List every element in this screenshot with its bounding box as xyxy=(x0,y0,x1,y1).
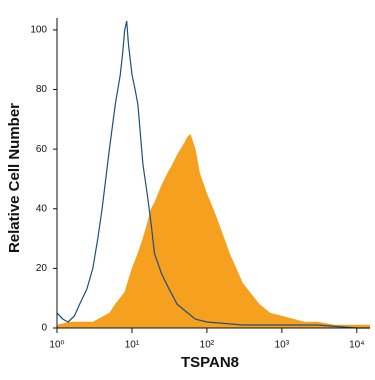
x-axis-title: TSPAN8 xyxy=(181,354,239,371)
y-axis-title: Relative Cell Number xyxy=(6,103,23,253)
x-tick-label: 10² xyxy=(200,340,215,351)
y-tick-label: 40 xyxy=(36,203,48,214)
y-tick-label: 80 xyxy=(36,84,48,95)
x-tick-label: 10⁰ xyxy=(49,340,64,351)
y-tick-label: 20 xyxy=(36,263,48,274)
area xyxy=(56,133,371,329)
x-tick-label: 10³ xyxy=(275,340,290,351)
x-tick-label: 10¹ xyxy=(125,340,140,351)
line xyxy=(56,20,370,329)
x-tick-label: 10⁴ xyxy=(349,340,364,351)
y-tick-label: 0 xyxy=(41,323,47,334)
y-tick-label: 100 xyxy=(30,25,47,36)
y-tick-label: 60 xyxy=(36,144,48,155)
